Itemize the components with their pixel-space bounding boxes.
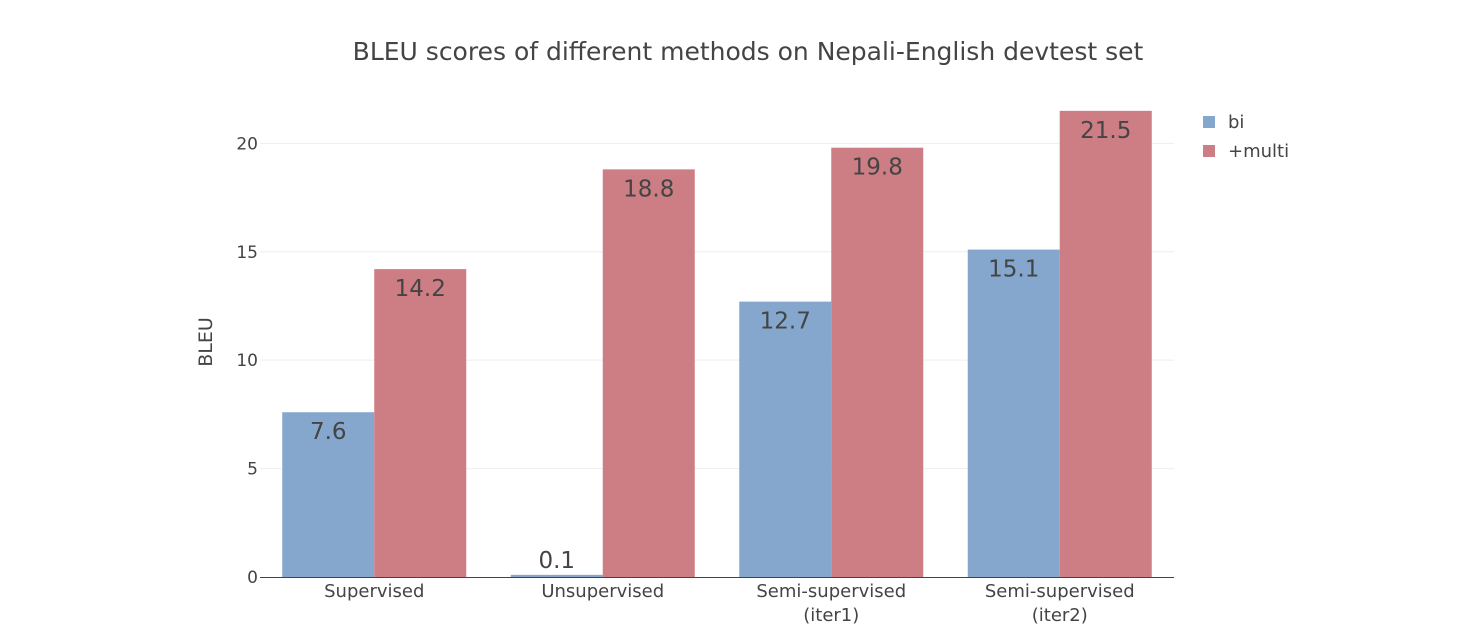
y-tick-label: 5	[247, 460, 258, 480]
x-tick-label: Unsupervised	[541, 581, 664, 602]
bar-bi-2	[739, 301, 832, 577]
legend[interactable]: bi +multi	[1203, 112, 1289, 162]
y-axis-ticks: 0 5 10 15 20	[236, 134, 258, 588]
data-label: 15.1	[988, 257, 1039, 283]
bar-+multi-0	[374, 269, 467, 577]
legend-label: bi	[1228, 112, 1244, 133]
bar-data-labels: 7.6 14.2 0.1 18.8 12.7 19.8 15.1 21.5	[310, 118, 1131, 574]
data-label: 21.5	[1080, 118, 1131, 144]
x-tick-label: (iter1)	[803, 605, 859, 626]
x-axis-ticks: Supervised Unsupervised Semi-supervised (it…	[324, 581, 1135, 626]
data-label: 0.1	[538, 548, 575, 574]
y-axis-label: BLEU	[195, 317, 217, 367]
data-label: 7.6	[310, 419, 347, 445]
chart-title: BLEU scores of different methods on Nepa…	[353, 37, 1144, 66]
y-tick-label: 20	[236, 134, 258, 154]
y-tick-label: 15	[236, 243, 258, 263]
bar-+multi-1	[602, 169, 695, 577]
bars	[282, 110, 1152, 577]
x-tick-label: (iter2)	[1032, 605, 1088, 626]
y-tick-label: 0	[247, 568, 258, 588]
x-tick-label: Semi-supervised	[756, 581, 906, 602]
bar-+multi-3	[1059, 110, 1152, 577]
x-tick-label: Supervised	[324, 581, 424, 602]
bar-+multi-2	[831, 147, 924, 577]
x-tick-label: Semi-supervised	[985, 581, 1135, 602]
bar-bi-0	[282, 412, 375, 577]
data-label: 18.8	[623, 176, 674, 202]
data-label: 19.8	[852, 155, 903, 181]
legend-swatch-+multi	[1203, 145, 1215, 157]
y-tick-label: 10	[236, 351, 258, 371]
bar-bi-1	[510, 574, 603, 577]
legend-swatch-bi	[1203, 116, 1215, 128]
data-label: 14.2	[395, 276, 446, 302]
data-label: 12.7	[760, 309, 811, 335]
legend-label: +multi	[1228, 141, 1289, 162]
bar-bi-3	[967, 249, 1060, 577]
